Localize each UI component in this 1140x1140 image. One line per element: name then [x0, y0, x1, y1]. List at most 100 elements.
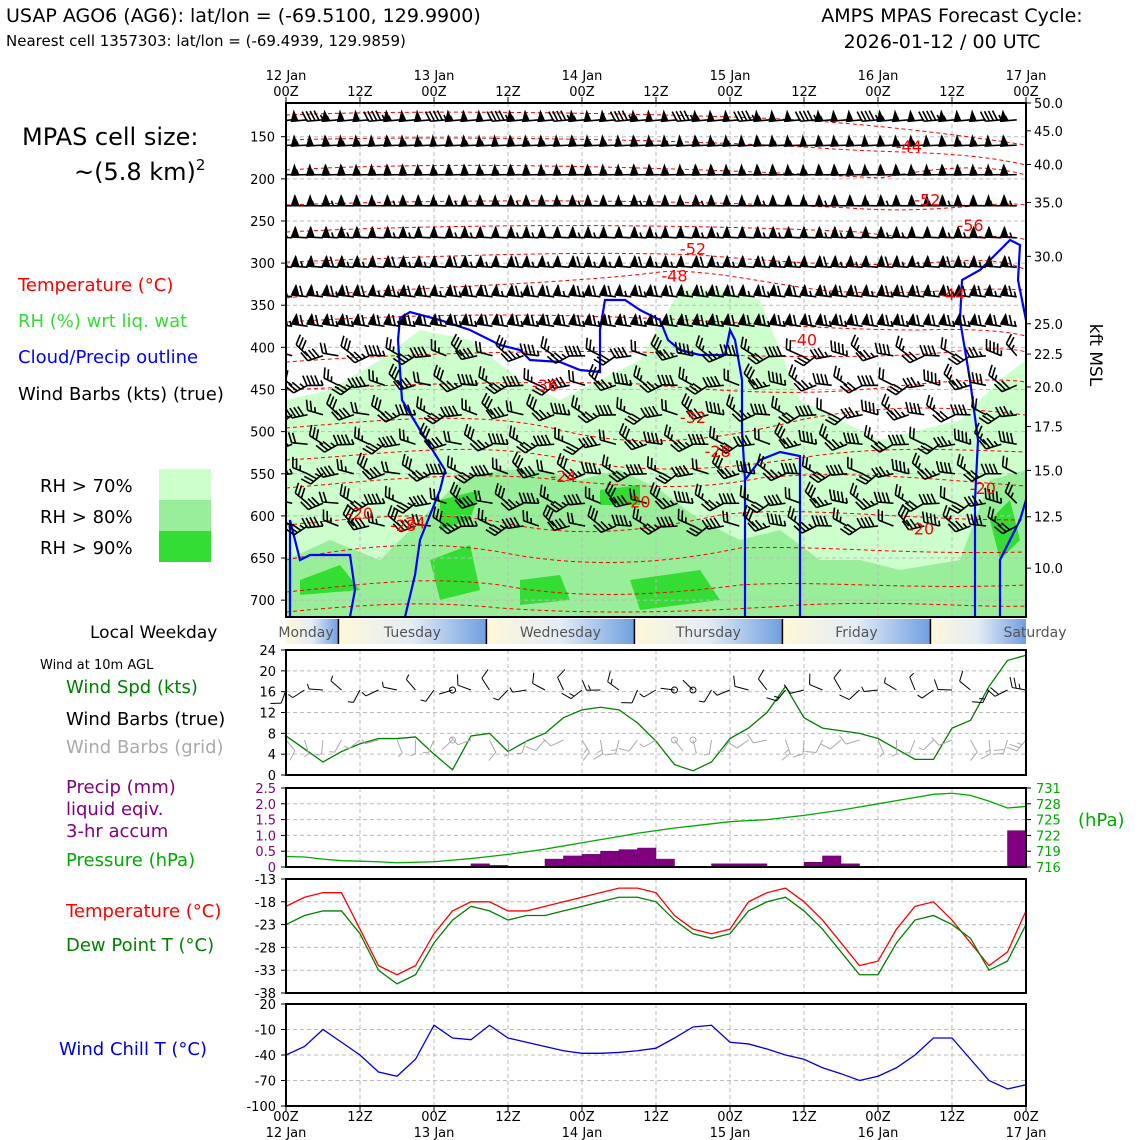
profile-wind-barb	[418, 422, 432, 445]
barb-staff	[307, 355, 324, 362]
barb-staff	[446, 384, 463, 393]
profile-wind-barb	[367, 225, 385, 239]
barb-full	[708, 350, 718, 360]
barb-full	[920, 445, 931, 453]
barb-half	[732, 404, 736, 411]
barb-full	[319, 342, 324, 354]
barb-staff	[862, 355, 879, 362]
surface-wind-barb-grid	[838, 735, 860, 745]
profile-wind-barb	[706, 254, 724, 269]
barb-staff	[615, 739, 620, 754]
barb-full	[692, 524, 703, 532]
barb-full	[519, 443, 530, 452]
barb-full	[386, 226, 392, 238]
surface-wind-barb-grid	[525, 739, 546, 751]
barb-full	[979, 111, 987, 122]
barb-pennant	[799, 134, 808, 147]
profile-wind-barb	[568, 109, 586, 123]
barb-staff	[877, 472, 894, 478]
barb-full	[818, 255, 824, 267]
barb-full	[457, 373, 462, 385]
barb-full	[967, 495, 975, 506]
barb-full	[373, 466, 382, 476]
barb-staff	[476, 472, 493, 477]
barb-full	[575, 493, 582, 504]
barb-staff	[293, 525, 309, 536]
barb-full	[946, 285, 951, 297]
barb-full	[819, 399, 822, 411]
barb-staff	[708, 739, 712, 754]
barb-full	[748, 369, 756, 380]
profile-wind-barb	[612, 372, 633, 387]
barb-full	[751, 521, 760, 531]
barb-full	[670, 443, 680, 453]
barb-half	[947, 200, 951, 206]
barb-full	[958, 314, 963, 326]
barb-full	[818, 423, 824, 435]
temp-contour	[286, 164, 1026, 179]
barb-full	[677, 440, 687, 449]
barb-pennant	[706, 109, 716, 123]
barb-full	[664, 400, 668, 412]
profile-wind-barb	[614, 163, 632, 176]
profile-wind-barb	[887, 434, 909, 446]
barb-full	[588, 487, 591, 499]
profile-wind-barb	[346, 351, 370, 364]
barb-staff	[585, 496, 601, 504]
barb-staff	[754, 525, 771, 532]
barb-full	[939, 485, 942, 497]
barb-full	[822, 256, 828, 268]
barb-staff	[877, 352, 894, 357]
surface-wind-barb-true	[481, 669, 490, 691]
barb-full	[735, 411, 745, 421]
barb-full	[818, 226, 824, 238]
barb-full	[943, 363, 950, 375]
barb-half	[536, 350, 540, 356]
barb-full	[695, 255, 701, 267]
barb-full	[902, 377, 910, 389]
barb-staff	[334, 739, 342, 753]
barb-full	[719, 444, 730, 452]
profile-wind-barb	[580, 461, 602, 475]
barb-full	[440, 406, 447, 417]
barb-full	[661, 472, 672, 480]
profile-wind-barb	[382, 225, 401, 239]
barb-staff	[481, 402, 494, 416]
profile-wind-barb	[542, 504, 555, 527]
barb-full	[477, 490, 482, 502]
barb-staff	[631, 443, 648, 451]
barb-full	[497, 406, 505, 417]
barb-half	[731, 261, 736, 268]
barb-full	[879, 135, 886, 146]
barb-full	[561, 314, 566, 326]
pressure-tick-label: 700	[250, 594, 275, 609]
temp-contour-label: -48	[661, 267, 687, 286]
barb-half	[931, 470, 937, 476]
profile-wind-barb	[691, 225, 709, 239]
barb-full	[621, 425, 628, 437]
barb-full	[742, 314, 747, 326]
profile-wind-barb	[336, 458, 355, 475]
barb-pennant	[336, 109, 346, 123]
barb-half	[392, 200, 396, 206]
profile-wind-barb	[973, 422, 987, 445]
barb-half	[392, 494, 394, 500]
barb-full	[310, 314, 315, 326]
barb-half	[465, 140, 469, 146]
barb-staff	[864, 689, 879, 692]
barb-half	[886, 403, 891, 410]
barb-full	[499, 314, 504, 326]
profile-wind-barb	[554, 427, 570, 445]
profile-wind-barb	[660, 134, 678, 147]
barb-full	[931, 345, 937, 356]
barb-full	[718, 493, 724, 504]
barb-staff	[786, 414, 802, 424]
profile-wind-barb	[857, 375, 879, 387]
barb-full	[623, 314, 628, 326]
barb-full	[655, 477, 666, 485]
barb-half	[484, 441, 490, 447]
barb-staff	[632, 516, 648, 527]
surface-wind-barb-true	[639, 689, 657, 698]
profile-wind-barb	[811, 515, 832, 527]
profile-wind-barb	[891, 163, 909, 176]
